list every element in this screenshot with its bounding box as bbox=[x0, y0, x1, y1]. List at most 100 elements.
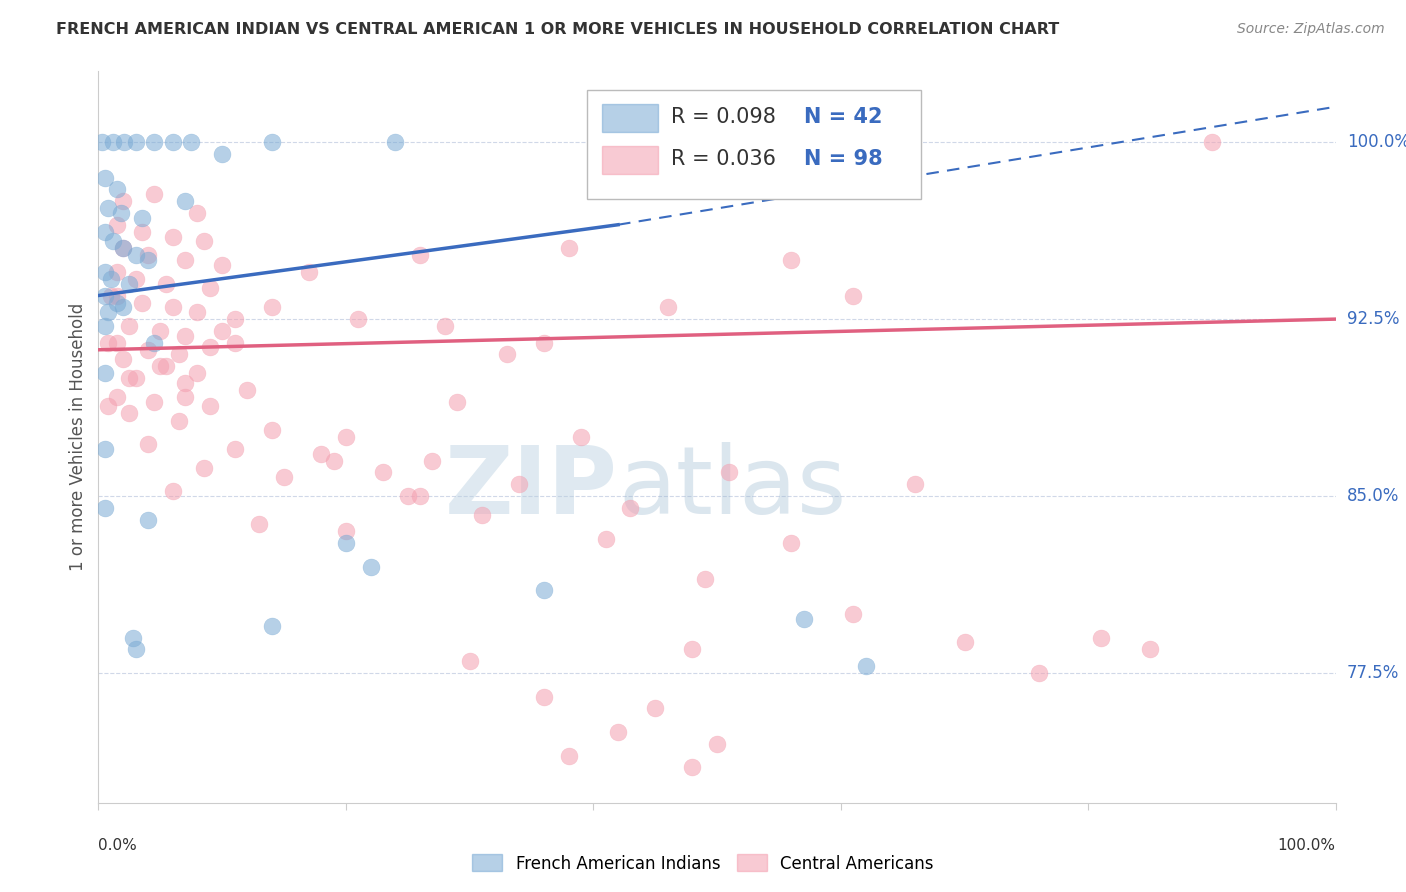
Point bbox=[97, 201, 120, 215]
Point bbox=[657, 301, 679, 315]
Point bbox=[335, 536, 357, 550]
Text: N = 98: N = 98 bbox=[804, 149, 883, 169]
Point bbox=[193, 234, 215, 248]
Point bbox=[124, 135, 146, 149]
Point bbox=[322, 453, 344, 467]
Point bbox=[335, 524, 357, 539]
Text: atlas: atlas bbox=[619, 442, 846, 534]
Point bbox=[143, 394, 166, 409]
Point bbox=[105, 218, 128, 232]
Text: 0.0%: 0.0% bbox=[98, 838, 138, 853]
Point bbox=[693, 572, 716, 586]
Point bbox=[495, 347, 517, 361]
Point bbox=[124, 642, 146, 657]
Point bbox=[198, 400, 221, 414]
Point bbox=[557, 241, 579, 255]
Point bbox=[953, 635, 976, 649]
Point bbox=[780, 253, 803, 268]
Point bbox=[557, 748, 579, 763]
Point bbox=[105, 335, 128, 350]
Point bbox=[433, 319, 456, 334]
Point bbox=[122, 631, 145, 645]
Text: 85.0%: 85.0% bbox=[1347, 487, 1399, 505]
Point bbox=[224, 442, 246, 456]
Point bbox=[842, 288, 865, 302]
Point bbox=[105, 265, 128, 279]
Point bbox=[260, 301, 283, 315]
Point bbox=[174, 253, 197, 268]
Point bbox=[273, 470, 295, 484]
Point bbox=[162, 229, 184, 244]
Point bbox=[309, 447, 332, 461]
Point bbox=[224, 312, 246, 326]
Text: R = 0.036: R = 0.036 bbox=[671, 149, 776, 169]
Point bbox=[706, 737, 728, 751]
Point bbox=[396, 489, 419, 503]
Point bbox=[446, 394, 468, 409]
Point bbox=[260, 423, 283, 437]
Text: Source: ZipAtlas.com: Source: ZipAtlas.com bbox=[1237, 22, 1385, 37]
Point bbox=[162, 484, 184, 499]
Point bbox=[855, 659, 877, 673]
Point bbox=[93, 319, 115, 334]
Point bbox=[211, 258, 233, 272]
Point bbox=[93, 367, 115, 381]
Point bbox=[124, 272, 146, 286]
Point bbox=[533, 335, 555, 350]
Point bbox=[112, 241, 135, 255]
Point bbox=[136, 343, 159, 357]
Point bbox=[298, 265, 321, 279]
Point bbox=[97, 335, 120, 350]
Point bbox=[198, 340, 221, 354]
Point bbox=[409, 489, 432, 503]
Point bbox=[236, 383, 259, 397]
Text: 92.5%: 92.5% bbox=[1347, 310, 1399, 328]
Point bbox=[508, 477, 530, 491]
Point bbox=[105, 288, 128, 302]
Point bbox=[360, 559, 382, 574]
Point bbox=[110, 206, 132, 220]
Point bbox=[174, 390, 197, 404]
Point bbox=[93, 170, 115, 185]
Point bbox=[136, 437, 159, 451]
Point bbox=[136, 253, 159, 268]
Point bbox=[112, 352, 135, 367]
Point bbox=[143, 335, 166, 350]
Point bbox=[1201, 135, 1223, 149]
Y-axis label: 1 or more Vehicles in Household: 1 or more Vehicles in Household bbox=[69, 303, 87, 571]
Point bbox=[1139, 642, 1161, 657]
Point bbox=[458, 654, 481, 668]
Point bbox=[198, 281, 221, 295]
Text: N = 42: N = 42 bbox=[804, 107, 882, 128]
Point bbox=[644, 701, 666, 715]
Point bbox=[93, 265, 115, 279]
Point bbox=[112, 241, 135, 255]
Point bbox=[162, 135, 184, 149]
Point bbox=[149, 324, 172, 338]
Point bbox=[93, 500, 115, 515]
Point bbox=[131, 211, 153, 225]
Point bbox=[347, 312, 370, 326]
Point bbox=[93, 225, 115, 239]
Point bbox=[186, 367, 208, 381]
Point bbox=[118, 407, 141, 421]
Point bbox=[422, 453, 444, 467]
FancyBboxPatch shape bbox=[588, 90, 921, 200]
Point bbox=[718, 466, 741, 480]
Point bbox=[260, 619, 283, 633]
Point bbox=[409, 248, 432, 262]
Point bbox=[93, 442, 115, 456]
Point bbox=[155, 359, 177, 374]
Point bbox=[595, 532, 617, 546]
Point bbox=[1028, 666, 1050, 681]
Point bbox=[607, 725, 630, 739]
Point bbox=[97, 305, 120, 319]
Point bbox=[91, 135, 114, 149]
Point bbox=[136, 248, 159, 262]
Point bbox=[180, 135, 202, 149]
Point bbox=[681, 760, 703, 774]
Point bbox=[186, 305, 208, 319]
Point bbox=[569, 430, 592, 444]
Point bbox=[260, 135, 283, 149]
Point bbox=[136, 513, 159, 527]
